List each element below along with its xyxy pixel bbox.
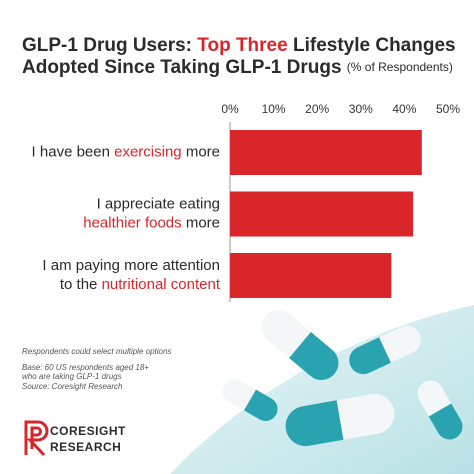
text-piece: Adopted Since Taking GLP-1 Drugs [22,57,347,78]
category-label: I am paying more attention [42,257,220,274]
bar [230,253,392,298]
logo-text: RESEARCH [50,440,121,454]
x-tick-label: 40% [392,102,416,116]
text-piece: I have been [32,143,115,160]
title-line: GLP-1 Drug Users: Top Three Lifestyle Ch… [22,35,456,56]
logo-text: CORESIGHT [50,424,126,438]
text-piece: more [182,214,220,231]
text-piece: more [182,143,220,160]
x-tick-label: 30% [349,102,373,116]
title-line: Adopted Since Taking GLP-1 Drugs (% of R… [22,57,453,78]
footnote: who are taking GLP-1 drugs [22,372,122,381]
text-piece: (% of Respondents) [347,60,453,74]
category-label: I have been exercising more [32,143,220,160]
text-piece: I appreciate eating [97,195,220,212]
logo-mark [24,420,49,457]
bar [230,130,422,175]
x-tick-label: 20% [305,102,329,116]
x-tick-label: 0% [221,102,239,116]
capsules [222,310,463,447]
footnote: Base: 60 US respondents aged 18+ [22,363,149,372]
text-piece: I am paying more attention [42,257,220,274]
category-label: I appreciate eating [97,195,220,212]
category-label: healthier foods more [83,214,220,231]
text-piece: to the [60,276,102,293]
text-piece: exercising [114,143,182,160]
footnote: Source: Coresight Research [22,382,123,391]
x-tick-label: 10% [262,102,286,116]
text-piece: GLP-1 Drug Users: [22,35,197,56]
text-piece: nutritional content [102,276,221,293]
footnote: Respondents could select multiple option… [22,347,171,356]
x-tick-label: 50% [436,102,460,116]
text-piece: healthier foods [83,214,181,231]
text-piece: Lifestyle Changes [288,35,456,56]
bar [230,191,414,237]
text-piece: Top Three [197,35,287,56]
category-label: to the nutritional content [60,276,221,293]
